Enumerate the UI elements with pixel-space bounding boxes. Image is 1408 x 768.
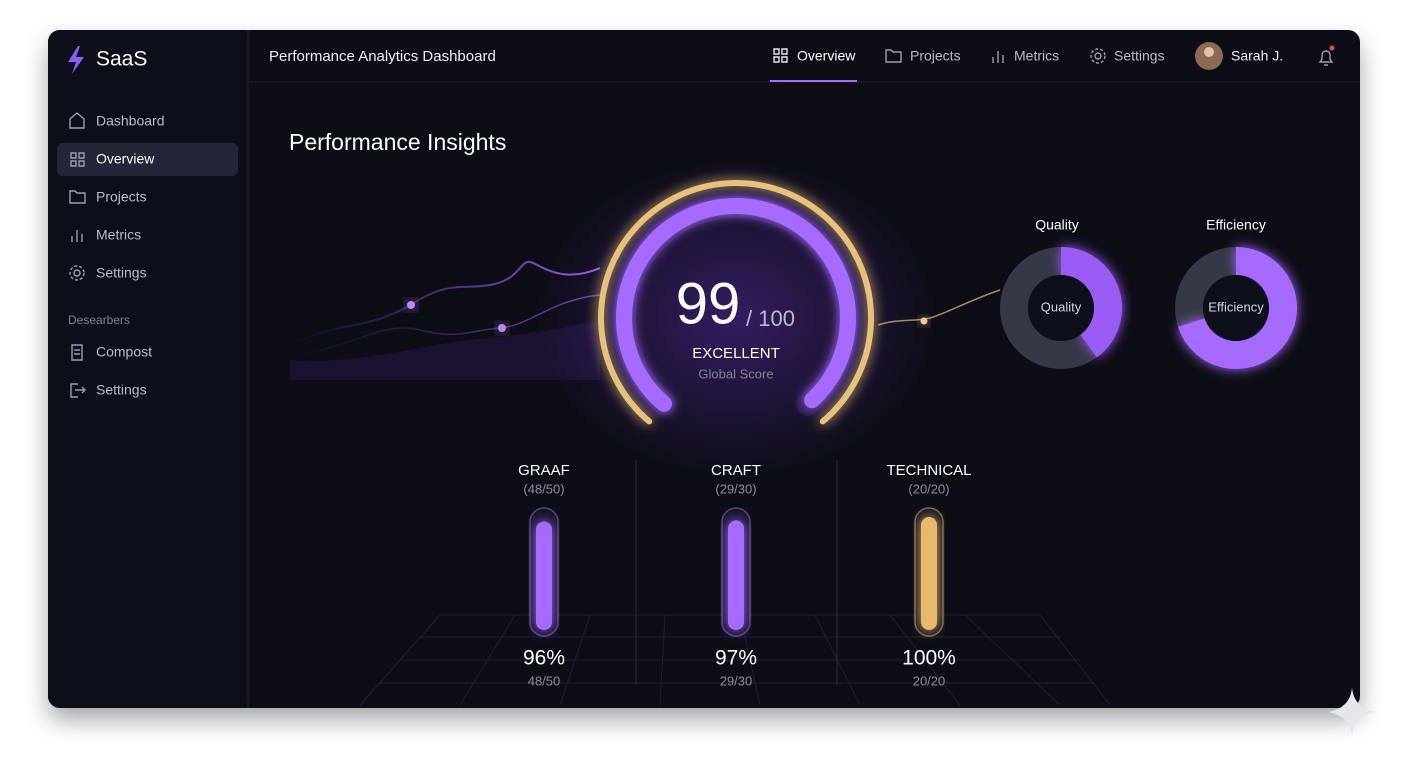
tab-underline	[770, 80, 857, 82]
widgets: Quality Quality Efficiency Efficiency GRAAF (…	[518, 217, 1297, 688]
gauge-rim	[598, 180, 874, 425]
icon-metrics	[992, 51, 1004, 63]
nav-item[interactable]: Settings	[96, 382, 147, 398]
donut-hole	[1203, 275, 1269, 341]
tab[interactable]: Overview	[797, 48, 856, 64]
bar-subtitle: (48/50)	[523, 481, 564, 496]
nav-item[interactable]: Compost	[96, 344, 152, 360]
icon-folder	[69, 190, 86, 204]
donut-value	[1177, 247, 1297, 369]
icon-logout	[70, 383, 86, 398]
bar-name: TECHNICAL	[886, 462, 971, 479]
score-rating: EXCELLENT	[692, 345, 780, 362]
bar-subtitle: (20/20)	[908, 481, 949, 496]
bar-name: GRAAF	[518, 462, 570, 479]
bar-value-label: 96%	[523, 647, 565, 670]
tab[interactable]: Metrics	[1014, 48, 1059, 64]
sparkline	[877, 289, 1001, 326]
score-value: 99	[676, 271, 741, 336]
section-heading: Performance Insights	[289, 129, 506, 155]
donut-value	[1060, 247, 1122, 358]
sparkline-dot	[407, 301, 415, 309]
nav-item[interactable]: Settings	[96, 265, 147, 281]
icon-doc	[71, 344, 83, 361]
sidebar	[48, 30, 248, 708]
bar-value-label: 97%	[715, 647, 757, 670]
donut-label: Efficiency	[1208, 299, 1264, 314]
sparkline-dot	[920, 317, 928, 325]
bar-fraction: 48/50	[528, 673, 561, 688]
icon-settings	[73, 269, 81, 277]
score-caption: Global Score	[698, 366, 773, 381]
bar-name: CRAFT	[711, 462, 761, 479]
gauge-value	[616, 198, 856, 412]
bar-fraction: 20/20	[913, 673, 946, 688]
bar-fill	[921, 517, 937, 630]
score-max: / 100	[746, 306, 795, 331]
sparkline-area	[290, 320, 600, 380]
icon-grid	[773, 48, 788, 63]
nav-item[interactable]: Metrics	[96, 227, 141, 243]
donut-label: Quality	[1041, 299, 1082, 314]
sparkline-dot	[498, 324, 506, 332]
icon-folder	[885, 49, 902, 63]
gauge-halo	[536, 158, 936, 478]
active-nav-bg	[57, 143, 238, 176]
tab[interactable]: Settings	[1114, 48, 1165, 64]
sparkline	[289, 260, 601, 346]
donut-title: Efficiency	[1206, 217, 1266, 233]
icon-settings	[1094, 52, 1102, 60]
icon-home	[69, 112, 85, 129]
notification-dot	[1329, 45, 1335, 51]
icon-bell[interactable]	[1318, 50, 1334, 66]
sparkle	[1328, 688, 1376, 736]
user-name[interactable]: Sarah J.	[1231, 48, 1283, 64]
sparkline	[289, 294, 601, 356]
nav-item[interactable]: Projects	[96, 189, 147, 205]
icon-grid	[70, 152, 85, 167]
bar-fill	[536, 521, 552, 630]
donut-title: Quality	[1035, 217, 1079, 233]
tab-icons	[773, 48, 1334, 66]
icon-settings-ring	[1090, 48, 1106, 64]
bar-fraction: 29/30	[720, 673, 753, 688]
icon-metrics	[71, 230, 83, 242]
brand: SaaS	[96, 48, 147, 71]
avatar-face	[1204, 47, 1214, 57]
nav-item[interactable]: Overview	[96, 151, 155, 167]
bar-subtitle: (29/30)	[715, 481, 756, 496]
bar-value-label: 100%	[902, 647, 956, 670]
donut-hole	[1028, 275, 1094, 341]
nav-section: Desearbers	[68, 313, 130, 327]
tab[interactable]: Projects	[910, 48, 961, 64]
gauge	[598, 180, 874, 425]
page-title: Performance Analytics Dashboard	[269, 48, 496, 65]
icon-settings-ring	[69, 265, 85, 281]
nav-item[interactable]: Dashboard	[96, 113, 165, 129]
brand-logo	[68, 46, 84, 74]
bar-fill	[728, 520, 744, 630]
nav-icons	[69, 112, 86, 398]
